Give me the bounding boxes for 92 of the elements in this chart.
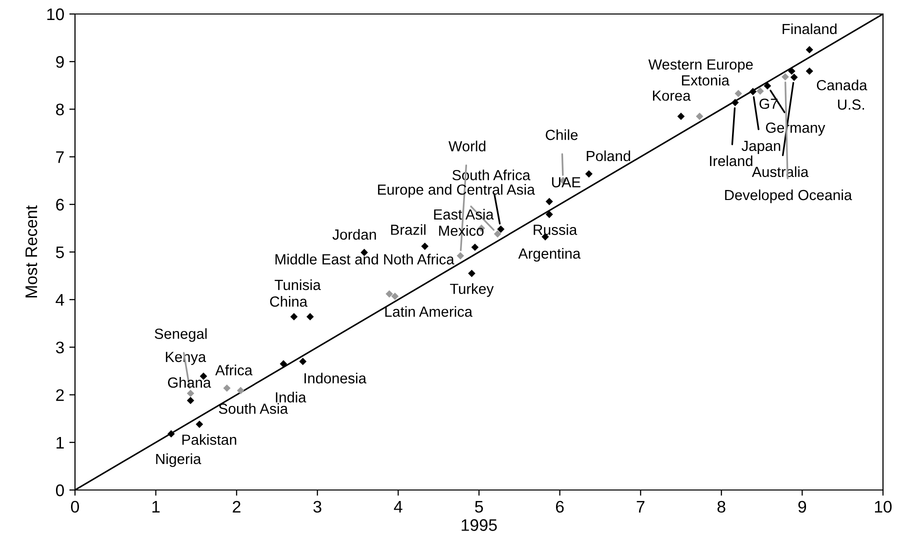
- x-tick-label: 0: [71, 500, 79, 513]
- annotation: Africa: [215, 364, 252, 376]
- point: [788, 67, 796, 75]
- annotation: Korea: [653, 90, 691, 101]
- annotation: Latin America: [385, 306, 472, 317]
- annotation: Pakistan: [182, 434, 236, 445]
- annotation: Ireland: [710, 155, 752, 166]
- point: [756, 87, 764, 95]
- point: [806, 67, 814, 75]
- point: [391, 292, 399, 300]
- x-tick-label: 5: [475, 501, 483, 513]
- y-tick-label: 6: [56, 198, 64, 211]
- annotation: UAE: [552, 177, 580, 188]
- annotation: Extonia: [682, 74, 730, 86]
- y-axis-title: Most Recent: [26, 205, 38, 298]
- y-tick-label: 2: [56, 389, 64, 401]
- annotation: Western Europe: [648, 59, 753, 73]
- point: [764, 82, 772, 90]
- annotation: Japan: [742, 140, 780, 154]
- y-tick-label: 0: [56, 484, 64, 496]
- annotation: Tunisia: [274, 279, 321, 290]
- point: [731, 98, 739, 106]
- point: [280, 360, 288, 368]
- x-tick-label: 3: [313, 500, 322, 513]
- annotation: Australia: [752, 166, 809, 178]
- point: [386, 290, 393, 298]
- y-tick-label: 1: [56, 436, 64, 448]
- annotation: Middle East and Noth Africa: [276, 254, 454, 264]
- annotation: Senegal: [154, 328, 207, 342]
- annotation: Developed Oceania: [725, 189, 852, 204]
- annotation: Nigeria: [156, 453, 202, 468]
- y-tick-label: 8: [56, 104, 64, 116]
- point: [749, 88, 757, 96]
- annotation: Indonesia: [304, 372, 366, 384]
- annotation: Canada: [816, 80, 868, 90]
- annotation: Ghana: [168, 377, 212, 388]
- point: [696, 112, 704, 120]
- annotation: World: [448, 140, 486, 152]
- x-tick-label: 1: [152, 501, 160, 512]
- point: [223, 384, 231, 392]
- point: [236, 386, 244, 394]
- x-axis-title: 1995: [462, 519, 497, 531]
- y-tick-label: 5: [56, 246, 64, 258]
- annotation: Mexico: [439, 225, 484, 236]
- annotation: Argentina: [518, 248, 581, 262]
- point: [167, 430, 175, 438]
- point: [196, 420, 204, 428]
- y-tick-label: 4: [56, 294, 64, 306]
- point: [421, 242, 429, 250]
- point: [677, 112, 685, 120]
- x-tick-label: 10: [875, 500, 892, 513]
- point: [497, 225, 504, 233]
- point: [456, 252, 464, 260]
- annotation: Russia: [534, 224, 578, 235]
- y-tick-label: 3: [56, 342, 64, 354]
- annotation: Finaland: [782, 23, 837, 34]
- point: [782, 73, 789, 81]
- y-tick-label: 10: [47, 8, 64, 20]
- annotation: Jordan: [332, 229, 376, 240]
- point: [494, 230, 502, 238]
- point: [806, 46, 814, 54]
- annotation: South Asia: [218, 403, 288, 414]
- point: [186, 396, 194, 404]
- annotation: South Africa: [452, 170, 530, 180]
- x-tick-label: 9: [798, 500, 806, 513]
- annotation: Chile: [546, 129, 578, 140]
- x-tick-label: 7: [636, 501, 644, 512]
- point: [471, 244, 479, 251]
- annotation: East Asia: [434, 208, 494, 220]
- annotation: China: [270, 296, 308, 307]
- annotation: Poland: [586, 150, 630, 162]
- point: [546, 198, 553, 206]
- point: [186, 390, 194, 398]
- annotation: Brazil: [391, 224, 426, 235]
- point: [790, 74, 798, 81]
- point: [306, 313, 314, 320]
- y-tick-label: 7: [56, 151, 64, 163]
- annotation: India: [276, 392, 306, 402]
- annotation: Europe and Central Asia: [378, 184, 535, 198]
- point: [299, 358, 307, 366]
- y-tick-label: 9: [56, 56, 64, 68]
- point: [468, 270, 476, 278]
- x-tick-label: 2: [232, 500, 240, 512]
- point: [290, 313, 298, 320]
- x-tick-label: 8: [717, 500, 726, 513]
- x-tick-label: 4: [394, 501, 402, 512]
- point: [734, 90, 742, 98]
- annotation: U.S.: [838, 99, 864, 110]
- annotation: Turkey: [450, 283, 494, 297]
- x-tick-label: 6: [556, 500, 564, 513]
- point: [585, 170, 593, 178]
- point: [546, 210, 553, 218]
